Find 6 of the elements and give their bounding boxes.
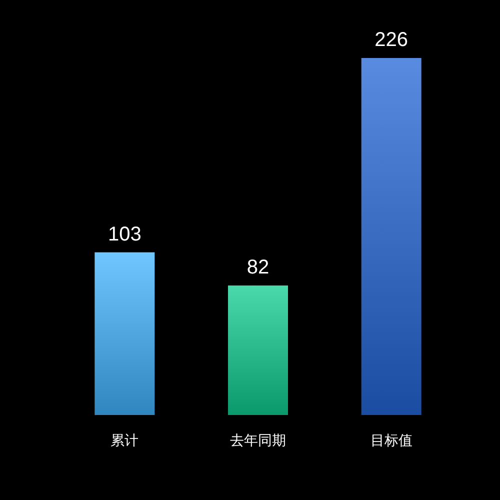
data-label: 226 bbox=[374, 29, 408, 51]
x-tick-label: 目标值 bbox=[370, 433, 412, 449]
data-label: 103 bbox=[108, 223, 142, 246]
x-tick-label: 去年同期 bbox=[230, 433, 286, 449]
x-tick-label: 累计 bbox=[110, 433, 139, 449]
data-label: 82 bbox=[246, 256, 270, 278]
